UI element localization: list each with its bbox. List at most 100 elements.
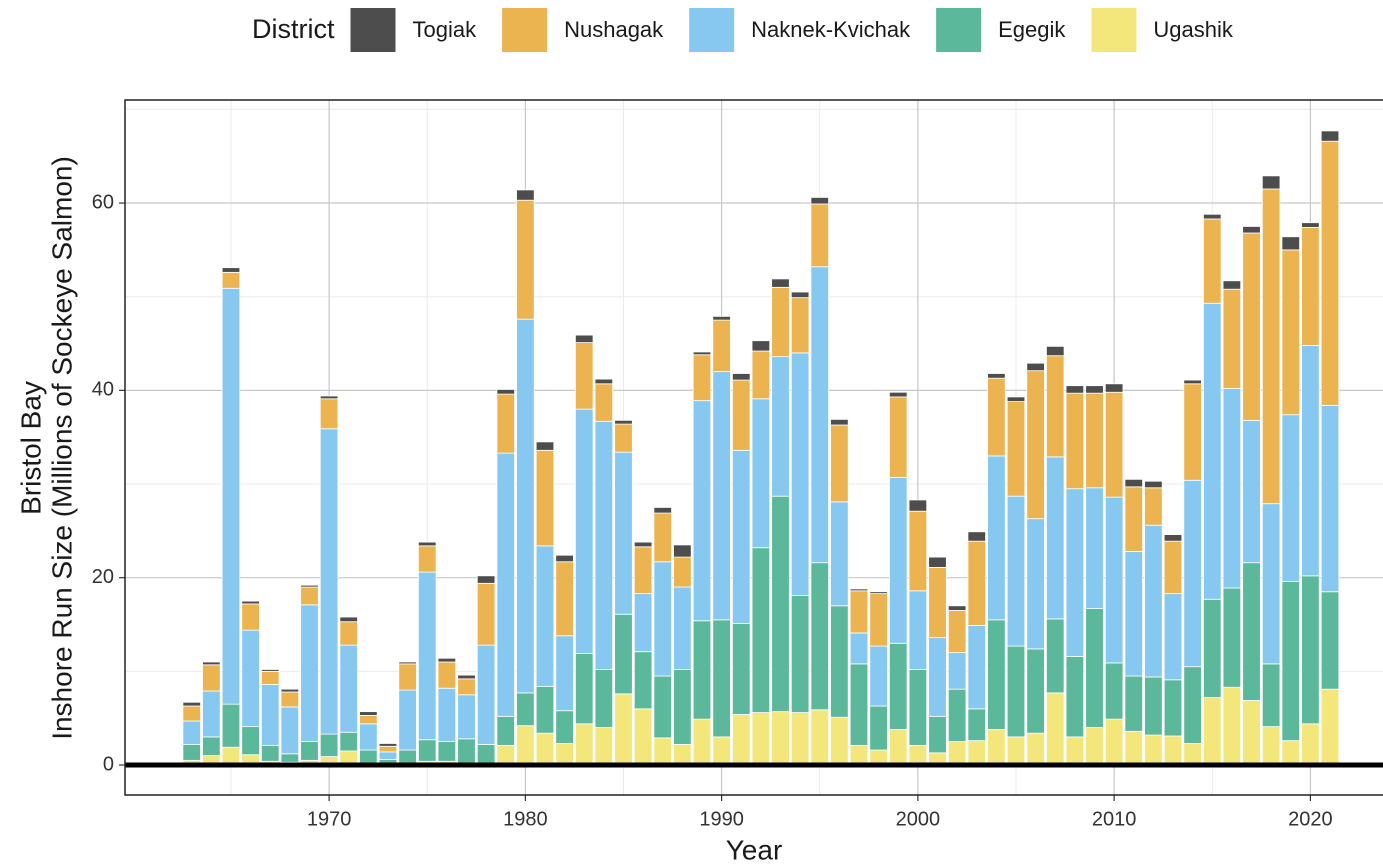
x-tick-label: 2000 [896,808,941,830]
legend-label: Nushagak [564,17,664,42]
bar-segment [1046,456,1065,620]
bar-segment [319,733,339,757]
bar-segment [1046,692,1065,766]
bar-segment [1104,662,1124,720]
bar-segment [516,318,535,694]
panel-border [124,99,1383,796]
bar-segment [398,689,417,751]
bar-segment [1281,236,1300,251]
bar-segment [633,708,653,766]
bar-segment [319,395,339,400]
bar-segment [1242,232,1261,421]
bar-segment [810,709,829,766]
bar-segment [221,287,241,705]
bar-segment [692,400,712,622]
bar-segment [398,661,417,665]
bar-segment [751,350,771,400]
bar-segment [535,732,555,766]
bar-segment [1203,218,1222,304]
bar-segment [1006,736,1026,766]
bar-segment [869,591,888,595]
bar-segment [712,315,731,321]
bar-segment [614,613,633,695]
bar-segment [1261,503,1281,665]
bar-segment [790,712,810,766]
bar-segment [947,741,967,766]
bar-segment [987,619,1006,730]
bar-segment [889,391,908,398]
bar-segment [280,753,300,763]
bar-segment [1222,587,1242,688]
legend-key [1091,8,1137,52]
bar-segment [1046,618,1065,694]
bar-segment [555,635,574,712]
bar-segment [830,501,849,607]
bar-segment [319,398,339,430]
bar-segment [1065,392,1085,490]
bar-segment [732,379,751,451]
bar-segment [1320,591,1340,690]
bar-segment [280,691,300,708]
bar-segment [928,715,947,754]
bar-segment [790,595,810,713]
bar-segment [418,739,437,762]
bar-segment [830,419,849,426]
bar-segment [732,449,751,624]
bar-segment [1124,478,1143,488]
bar-segment [418,571,437,741]
bar-segment [575,334,594,343]
bar-segment [1085,487,1104,610]
bar-segment [1065,488,1085,657]
bar-segment [1104,718,1124,766]
bar-segment [947,652,967,690]
bar-segment [692,351,712,356]
bar-segment [987,377,1006,457]
bar-segment [967,625,986,710]
bar-segment [575,408,594,654]
bar-segment [260,684,280,746]
legend-label: Togiak [413,17,478,42]
bar-segment [575,723,594,766]
bar-segment [1163,735,1183,766]
bar-segment [849,590,869,634]
bar-segment [849,744,869,766]
bar-segment [221,703,241,748]
bar-segment [692,354,712,402]
bar-segment [889,477,908,644]
bar-segment [1144,487,1163,526]
bar-segment [1320,404,1340,593]
bar-segment [1163,679,1183,737]
legend-key [936,8,982,52]
bar-segment [1065,655,1085,738]
bar-segment [1222,280,1242,290]
x-tick-label: 1990 [699,808,744,830]
bar-segment [496,389,515,395]
bar-segment [673,744,692,766]
bar-segment [947,605,967,611]
y-tick-label: 40 [92,379,114,401]
bar-segment [241,629,260,728]
bar-segment [869,705,888,751]
bar-segment [1026,370,1045,520]
bar-segment [1281,414,1300,582]
bar-segment [633,546,653,595]
bar-segment [594,378,614,385]
bar-segment [732,373,751,381]
bar-segment [947,688,967,743]
bar-segment [1242,419,1261,564]
bar-segment [1183,383,1202,481]
bar-segment [202,736,221,757]
bar-segment [535,441,555,451]
bar-segment [339,644,358,733]
bar-segment [732,714,751,766]
bar-segment [339,616,358,623]
bar-segment [810,266,829,564]
bar-segment [1301,345,1320,577]
bar-segment [1320,130,1340,142]
bar-segment [182,701,201,707]
legend-label: Ugashik [1153,17,1233,42]
bar-segment [1301,222,1320,228]
bar-segment [1203,697,1222,766]
bar-segment [359,711,378,716]
y-axis-title: Inshore Run Size (Millions of Sockeye Sa… [46,156,77,740]
